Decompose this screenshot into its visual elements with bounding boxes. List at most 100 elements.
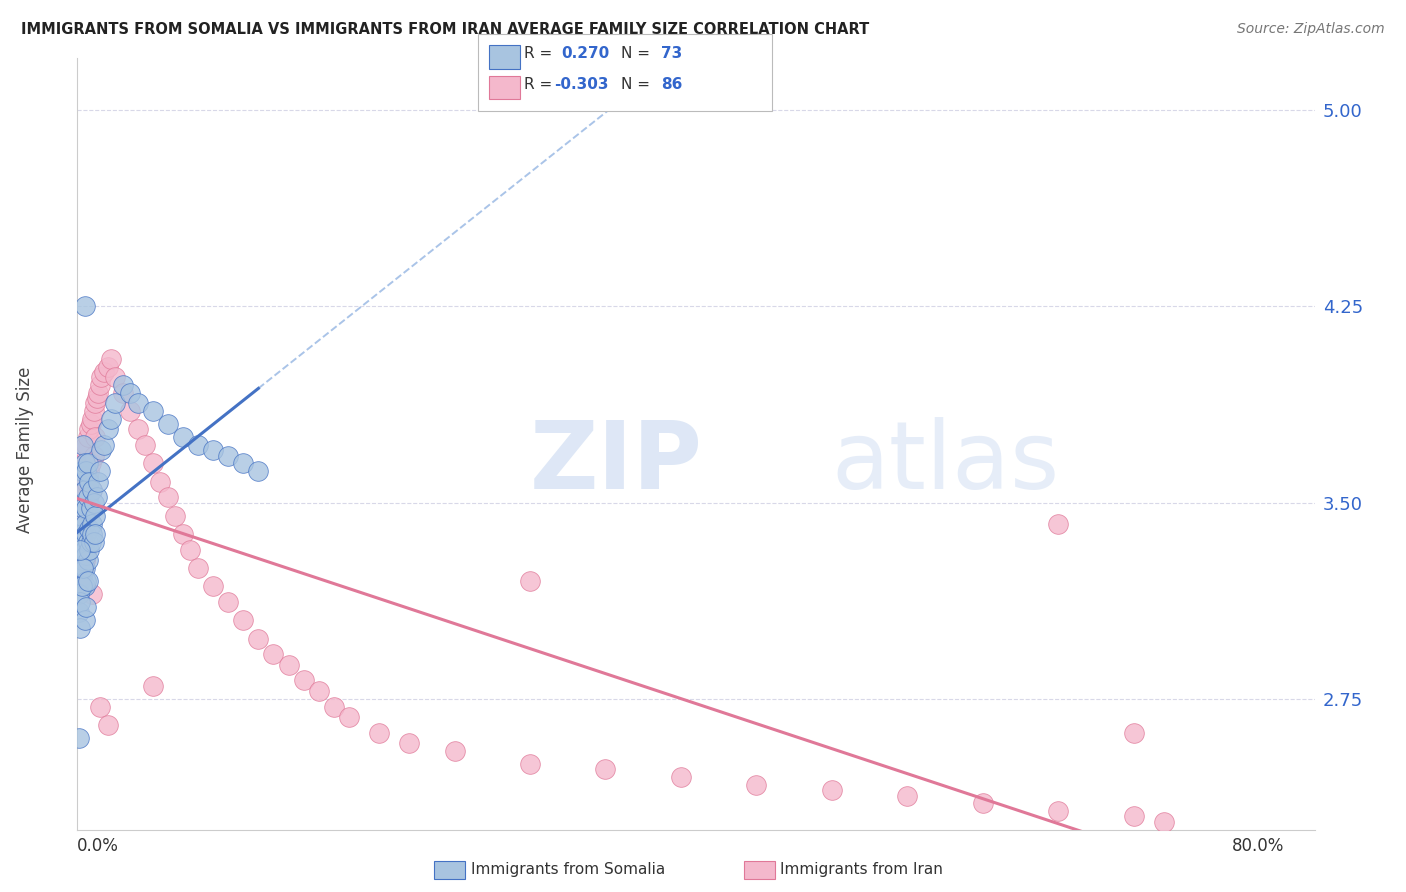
- Text: R =: R =: [524, 77, 558, 92]
- Point: [1122, 726, 1144, 740]
- Point: [120, 385, 142, 400]
- Point: [127, 422, 149, 436]
- Point: [80, 534, 103, 549]
- Point: [70, 469, 93, 483]
- Point: [67, 516, 90, 531]
- Text: -0.303: -0.303: [554, 77, 609, 92]
- Text: atlas: atlas: [832, 417, 1060, 509]
- Point: [82, 527, 104, 541]
- Point: [73, 553, 96, 567]
- Text: N =: N =: [621, 77, 655, 92]
- Point: [89, 464, 111, 478]
- Point: [70, 569, 93, 583]
- Point: [72, 438, 94, 452]
- Point: [89, 699, 111, 714]
- Point: [1047, 516, 1070, 531]
- Text: 73: 73: [661, 46, 682, 62]
- Point: [67, 606, 90, 620]
- Point: [187, 561, 209, 575]
- Point: [79, 422, 101, 436]
- Point: [73, 561, 96, 575]
- Point: [142, 404, 165, 418]
- Point: [72, 500, 94, 515]
- Point: [96, 718, 118, 732]
- Point: [82, 483, 104, 497]
- Point: [73, 516, 96, 531]
- Point: [247, 632, 270, 646]
- Point: [75, 475, 97, 489]
- Point: [247, 464, 270, 478]
- Point: [70, 500, 93, 515]
- Point: [83, 495, 105, 509]
- Point: [519, 757, 541, 772]
- Point: [77, 430, 100, 444]
- Text: 0.270: 0.270: [561, 46, 609, 62]
- Point: [75, 464, 97, 478]
- Point: [83, 449, 105, 463]
- Text: N =: N =: [621, 46, 655, 62]
- Point: [156, 417, 179, 432]
- Point: [217, 595, 239, 609]
- Point: [172, 527, 194, 541]
- Point: [84, 430, 107, 444]
- Point: [87, 475, 110, 489]
- Point: [69, 542, 91, 557]
- Point: [972, 797, 994, 811]
- Point: [277, 657, 299, 672]
- Point: [84, 527, 107, 541]
- Point: [519, 574, 541, 588]
- Point: [79, 542, 101, 557]
- Point: [67, 587, 90, 601]
- Point: [73, 542, 96, 557]
- Point: [86, 491, 108, 505]
- Point: [96, 359, 118, 374]
- Text: Average Family Size: Average Family Size: [15, 368, 34, 533]
- Point: [77, 469, 100, 483]
- Text: 0.0%: 0.0%: [77, 838, 120, 855]
- Point: [308, 684, 330, 698]
- Point: [821, 783, 844, 797]
- Point: [77, 500, 100, 515]
- Point: [232, 456, 254, 470]
- Point: [73, 300, 96, 314]
- Point: [86, 391, 108, 405]
- Point: [70, 508, 93, 523]
- Point: [337, 710, 360, 724]
- Point: [70, 569, 93, 583]
- Point: [70, 495, 93, 509]
- Point: [187, 438, 209, 452]
- Point: [69, 522, 91, 536]
- Point: [79, 475, 101, 489]
- Point: [111, 385, 134, 400]
- Point: [398, 736, 420, 750]
- Point: [75, 508, 97, 523]
- Point: [72, 542, 94, 557]
- Point: [73, 483, 96, 497]
- Point: [120, 404, 142, 418]
- Point: [72, 561, 94, 575]
- Point: [142, 679, 165, 693]
- Text: Source: ZipAtlas.com: Source: ZipAtlas.com: [1237, 22, 1385, 37]
- Point: [77, 491, 100, 505]
- Point: [90, 370, 112, 384]
- Point: [75, 527, 97, 541]
- Text: IMMIGRANTS FROM SOMALIA VS IMMIGRANTS FROM IRAN AVERAGE FAMILY SIZE CORRELATION : IMMIGRANTS FROM SOMALIA VS IMMIGRANTS FR…: [21, 22, 869, 37]
- Point: [69, 483, 91, 497]
- Text: 80.0%: 80.0%: [1232, 838, 1285, 855]
- Point: [149, 475, 172, 489]
- Point: [72, 456, 94, 470]
- Point: [127, 396, 149, 410]
- Point: [100, 351, 122, 366]
- Text: Immigrants from Iran: Immigrants from Iran: [780, 863, 943, 877]
- Point: [87, 385, 110, 400]
- Point: [82, 483, 104, 497]
- Point: [93, 365, 115, 379]
- Point: [77, 553, 100, 567]
- Point: [80, 456, 103, 470]
- Point: [104, 396, 127, 410]
- Point: [93, 438, 115, 452]
- Point: [1047, 804, 1070, 818]
- Point: [82, 516, 104, 531]
- Point: [896, 789, 918, 803]
- Point: [142, 456, 165, 470]
